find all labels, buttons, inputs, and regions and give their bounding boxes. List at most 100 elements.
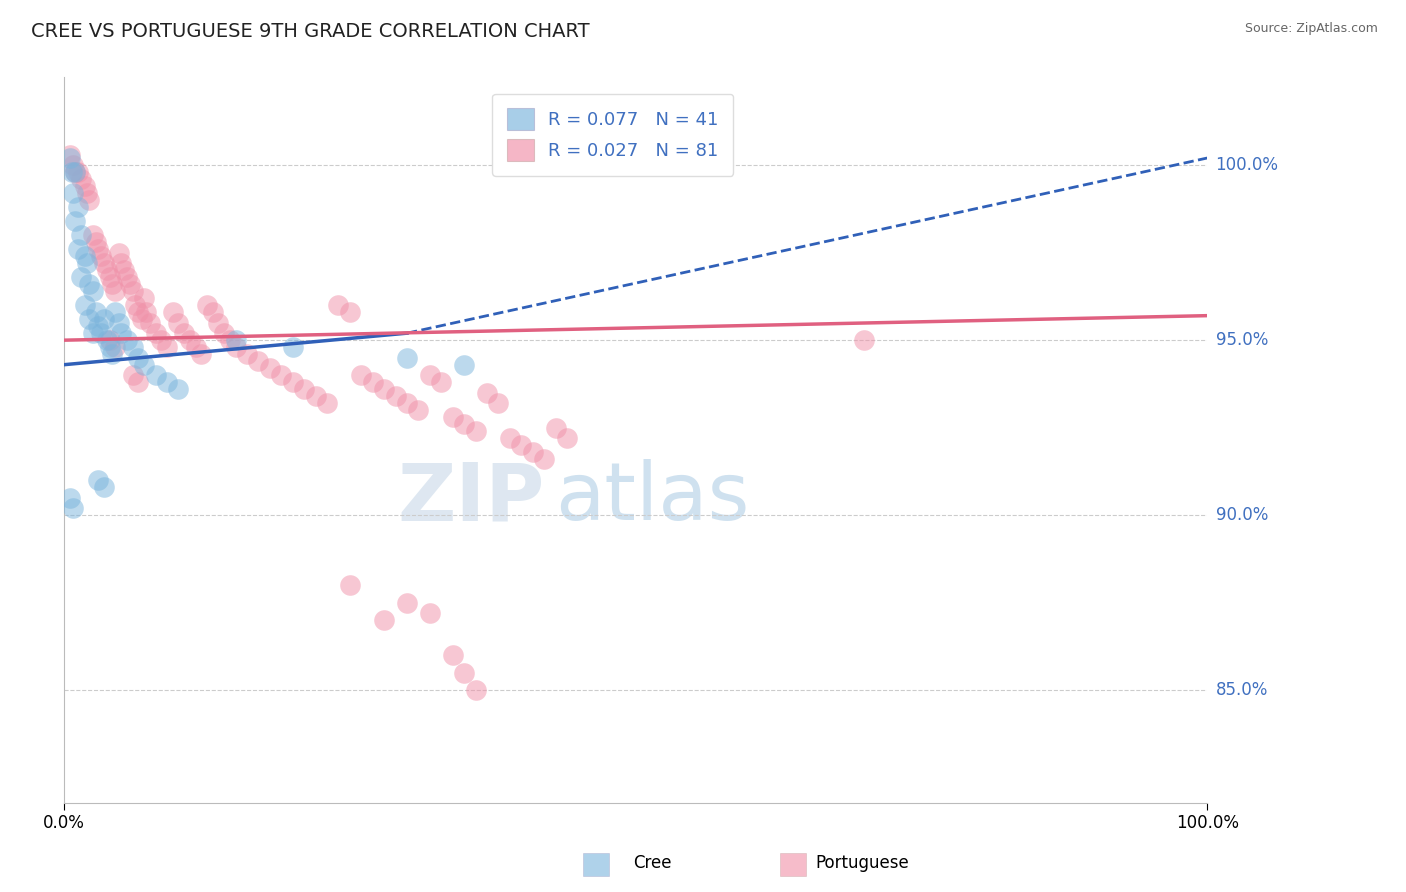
Point [101, 277, 124, 292]
Point [70, 172, 93, 186]
Point [281, 375, 304, 389]
Point [66, 200, 89, 214]
Point [115, 333, 138, 347]
Point [112, 263, 135, 277]
Point [156, 375, 179, 389]
Point [488, 396, 510, 410]
Point [87, 473, 110, 487]
Point [373, 614, 395, 628]
Point [59, 151, 82, 165]
Point [464, 683, 486, 698]
Point [124, 298, 146, 312]
Point [104, 305, 127, 319]
Point [281, 340, 304, 354]
Point [93, 312, 115, 326]
Point [93, 480, 115, 494]
Point [156, 340, 179, 354]
Point [522, 445, 544, 459]
Text: Portuguese: Portuguese [815, 855, 910, 872]
Point [108, 245, 131, 260]
Point [179, 333, 201, 347]
Point [87, 319, 110, 334]
Point [127, 305, 149, 319]
Point [82, 228, 104, 243]
Point [93, 256, 115, 270]
Point [139, 316, 162, 330]
Point [66, 165, 89, 179]
Point [145, 326, 167, 341]
Point [218, 333, 240, 347]
Point [292, 382, 315, 396]
Point [853, 333, 876, 347]
Point [87, 242, 110, 256]
Point [73, 298, 96, 312]
Point [65, 214, 87, 228]
Point [167, 382, 190, 396]
Point [350, 368, 373, 383]
Point [121, 340, 143, 354]
Point [59, 491, 82, 505]
Point [98, 270, 121, 285]
Point [225, 333, 247, 347]
Point [120, 277, 142, 292]
Point [150, 333, 173, 347]
Point [82, 284, 104, 298]
Point [62, 158, 84, 172]
Point [132, 291, 155, 305]
Point [73, 179, 96, 194]
Point [544, 421, 567, 435]
Point [70, 270, 93, 285]
Point [84, 235, 107, 249]
Point [162, 305, 184, 319]
Text: Source: ZipAtlas.com: Source: ZipAtlas.com [1244, 22, 1378, 36]
Point [121, 368, 143, 383]
Point [110, 326, 132, 341]
Point [419, 607, 441, 621]
Point [82, 326, 104, 341]
Point [84, 305, 107, 319]
Point [173, 326, 195, 341]
Text: atlas: atlas [555, 459, 749, 537]
Point [62, 186, 84, 200]
Point [62, 501, 84, 516]
Point [453, 358, 475, 372]
Point [395, 396, 418, 410]
Point [259, 361, 281, 376]
Point [304, 389, 326, 403]
Point [453, 417, 475, 432]
Point [121, 284, 143, 298]
Point [225, 340, 247, 354]
Point [270, 368, 292, 383]
Point [90, 326, 112, 341]
Point [76, 186, 98, 200]
Point [373, 382, 395, 396]
Point [65, 165, 87, 179]
Point [104, 340, 127, 354]
Point [127, 375, 149, 389]
Point [145, 368, 167, 383]
Point [73, 249, 96, 263]
Point [70, 228, 93, 243]
Point [453, 665, 475, 680]
Point [98, 333, 121, 347]
Text: Cree: Cree [633, 855, 671, 872]
Point [96, 263, 118, 277]
Point [65, 165, 87, 179]
Point [430, 375, 453, 389]
Text: 90.0%: 90.0% [1216, 507, 1268, 524]
Point [212, 326, 235, 341]
Point [135, 305, 157, 319]
Point [464, 424, 486, 438]
Text: 85.0%: 85.0% [1216, 681, 1268, 699]
Point [66, 242, 89, 256]
Point [361, 375, 384, 389]
Point [104, 284, 127, 298]
Point [441, 410, 464, 425]
Point [90, 249, 112, 263]
Point [201, 305, 224, 319]
Point [59, 147, 82, 161]
Point [195, 298, 218, 312]
Point [395, 596, 418, 610]
Point [131, 312, 153, 326]
Point [408, 403, 430, 417]
